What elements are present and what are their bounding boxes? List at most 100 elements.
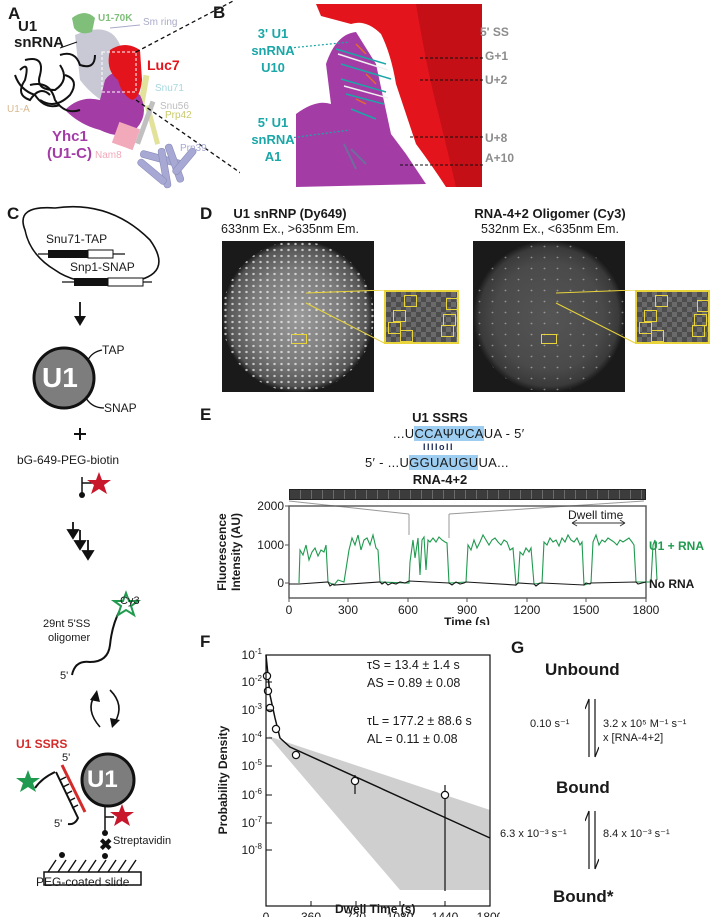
d-right-title: RNA-4+2 Oligomer (Cy3) <box>474 206 626 221</box>
svg-text:10-6: 10-6 <box>242 787 263 802</box>
label-cy3: Cy3 <box>120 595 140 607</box>
label-3prime-u1-line3: U10 <box>261 60 285 75</box>
panel-b-letter: B <box>213 3 226 22</box>
label-oligo-line1: 29nt 5'SS <box>43 618 91 630</box>
label-prp42: Prp42 <box>165 110 192 121</box>
label-u1-a: U1-A <box>7 104 30 115</box>
e-rna-title: RNA-4+2 <box>412 472 468 487</box>
f-x-axis-label: Dwell Time (s) <box>335 902 416 916</box>
svg-text:900: 900 <box>457 603 477 617</box>
label-ssrs-5prime: 5' <box>62 752 71 764</box>
label-u-plus8: U+8 <box>485 131 508 145</box>
d-left-subtitle: 633nm Ex., >635nm Em. <box>221 222 359 236</box>
top-strand-suffix: UA - 5′ <box>483 426 525 441</box>
d-left-micrograph <box>222 241 374 392</box>
label-5prime-u1-line1: 5' U1 <box>257 115 289 130</box>
d-right-zoom-lines <box>555 290 636 344</box>
svg-text:2000: 2000 <box>257 499 284 513</box>
label-tap-tag: TAP <box>102 343 125 357</box>
label-u-plus2: U+2 <box>485 73 508 87</box>
d-left-title: U1 snRNP (Dy649) <box>233 206 347 221</box>
label-5prime-u1-line3: A1 <box>264 149 282 164</box>
e-legend-on: U1 + RNA <box>649 539 705 553</box>
svg-text:10-4: 10-4 <box>242 730 263 745</box>
f-tau-s: τS = 13.4 ± 1.4 s <box>367 658 460 672</box>
panel-a-structure <box>14 0 240 189</box>
svg-text:10-2: 10-2 <box>242 674 263 689</box>
g-state-unbound: Unbound <box>545 660 620 679</box>
e-top-strand: ...UCCAΨΨCAUA - 5′ <box>393 426 524 441</box>
label-yhc1: Yhc1 <box>52 128 88 145</box>
label-prp39: Prp39 <box>180 143 207 154</box>
g-state-bound-star: Bound* <box>553 887 614 906</box>
top-strand-highlight-2: CA <box>465 426 484 441</box>
label-g-plus1: G+1 <box>485 49 509 63</box>
g-k-reverse: 6.3 x 10⁻³ s⁻¹ <box>500 828 567 840</box>
top-strand-highlight-1: CCAΨΨ <box>414 426 466 441</box>
label-snu71-tap: Snu71-TAP <box>46 232 108 246</box>
d-left-zoom-lines <box>305 290 385 344</box>
label-streptavidin: Streptavidin <box>113 835 172 847</box>
label-5prime-u1-line2: snRNA <box>251 132 295 147</box>
svg-text:300: 300 <box>338 603 358 617</box>
svg-text:10-5: 10-5 <box>242 758 263 773</box>
panel-f-letter: F <box>200 632 211 651</box>
svg-text:1200: 1200 <box>514 603 541 617</box>
svg-text:10-3: 10-3 <box>242 702 263 717</box>
svg-text:1440: 1440 <box>432 910 459 917</box>
svg-text:Fluorescence: Fluorescence <box>215 513 229 591</box>
u1-particle-label: U1 <box>42 362 78 393</box>
g-k-on-rate: 3.2 x 10⁵ M⁻¹ s⁻¹ <box>603 718 687 730</box>
g-k-on-conc: x [RNA-4+2] <box>603 732 664 744</box>
label-nam8: Nam8 <box>95 150 122 161</box>
svg-text:1800: 1800 <box>477 910 500 917</box>
bottom-strand-highlight-2: GU <box>458 455 479 470</box>
panel-d-letter: D <box>200 204 213 223</box>
e-ssrs-title: U1 SSRS <box>412 410 468 425</box>
f-tau-l: τL = 177.2 ± 88.6 s <box>367 714 472 728</box>
label-sm-ring: Sm ring <box>143 17 178 28</box>
e-pairing-marks: I I I I o I I <box>423 442 453 452</box>
label-u1-ssrs: U1 SSRS <box>16 737 68 751</box>
d-right-subtitle: 532nm Ex., <635nm Em. <box>481 222 619 236</box>
label-3prime-u1-line2: snRNA <box>251 43 295 58</box>
svg-text:0: 0 <box>277 576 284 590</box>
bottom-strand-highlight-1: GGUAU <box>409 455 459 470</box>
label-oligo-bound-5prime: 5' <box>54 818 63 830</box>
label-u1-snrna-line2: snRNA <box>14 34 65 51</box>
e-filmstrip <box>289 489 646 500</box>
label-reagent: bG-649-PEG-biotin <box>17 453 120 467</box>
g-k-forward: 8.4 x 10⁻³ s⁻¹ <box>603 828 670 840</box>
svg-text:Time (s): Time (s) <box>444 615 490 625</box>
bottom-strand-suffix: UA... <box>478 455 509 470</box>
svg-text:10-1: 10-1 <box>242 647 263 662</box>
panel-g-letter: G <box>511 638 525 657</box>
svg-text:10-7: 10-7 <box>242 815 263 830</box>
svg-text:1500: 1500 <box>573 603 600 617</box>
label-peg-slide: PEG-coated slide <box>36 875 130 889</box>
panel-c-schematic: ✖ <box>16 205 160 886</box>
g-equilibrium-arrows-2 <box>585 810 599 870</box>
label-5ss: 5' SS <box>480 25 509 39</box>
f-dwell-histogram: 10-1 10-2 10-3 10-4 10-5 10-6 10-7 10-8 … <box>216 647 500 917</box>
top-strand-prefix: ...U <box>393 426 415 441</box>
d-right-micrograph <box>473 241 625 392</box>
label-snu71: Snu71 <box>155 83 184 94</box>
label-snu56: Snu56 <box>160 101 189 112</box>
panel-e-letter: E <box>200 405 212 424</box>
e-trace-chart: 0 300 600 900 1200 1500 1800 2000 1000 0 Fluores… <box>215 499 660 625</box>
svg-text:1800: 1800 <box>633 603 660 617</box>
svg-text:720: 720 <box>346 910 366 917</box>
u1-bound-particle-label: U1 <box>87 766 118 793</box>
label-3prime-u1-line1: 3' U1 <box>257 26 289 41</box>
bottom-strand-prefix: 5′ - ...U <box>365 455 410 470</box>
svg-text:Intensity (AU): Intensity (AU) <box>229 513 243 591</box>
panel-a-letter: A <box>8 4 21 23</box>
label-oligo-line2: oligomer <box>48 632 91 644</box>
g-state-bound: Bound <box>556 778 610 797</box>
d-left-zoom-inset <box>384 290 459 344</box>
g-equilibrium-arrows-1 <box>585 698 599 758</box>
svg-text:1080: 1080 <box>387 910 414 917</box>
svg-text:360: 360 <box>301 910 321 917</box>
e-dwell-label: Dwell time <box>568 508 624 522</box>
